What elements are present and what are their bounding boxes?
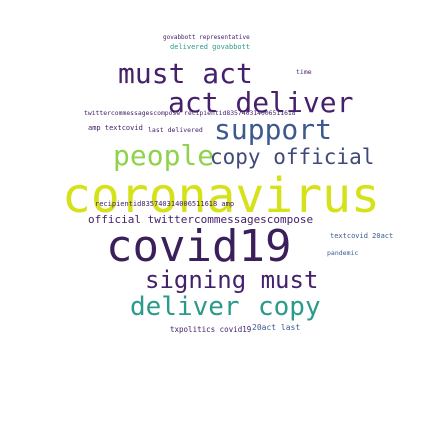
cloud-word: covid19 <box>106 221 292 272</box>
cloud-word: last delivered <box>148 126 203 134</box>
cloud-word: recipientid835740314006511618 amp <box>95 200 235 208</box>
cloud-word: coronavirus <box>62 168 380 224</box>
cloud-word: must act <box>118 57 253 90</box>
cloud-word: 20act last <box>252 323 301 332</box>
cloud-word: people <box>113 139 215 172</box>
cloud-word: govabbott representative <box>163 34 250 41</box>
cloud-word: support <box>214 113 333 146</box>
cloud-word: twittercommessagescompose recipientid835… <box>84 109 296 117</box>
cloud-word: copy official <box>210 145 375 169</box>
cloud-word: pandemic <box>327 249 359 257</box>
cloud-word: act deliver <box>168 86 354 119</box>
cloud-word: textcovid 20act <box>330 232 394 240</box>
cloud-word: time <box>296 68 312 76</box>
cloud-word: amp textcovid <box>88 124 143 132</box>
cloud-word: delivered govabbott <box>170 43 251 51</box>
cloud-word: official twittercommessagescompose <box>88 213 314 226</box>
cloud-word: copy <box>258 292 321 322</box>
cloud-word: deliver <box>130 292 240 322</box>
cloud-word: signing must <box>145 266 319 294</box>
cloud-word: txpolitics covid19 <box>170 325 252 334</box>
